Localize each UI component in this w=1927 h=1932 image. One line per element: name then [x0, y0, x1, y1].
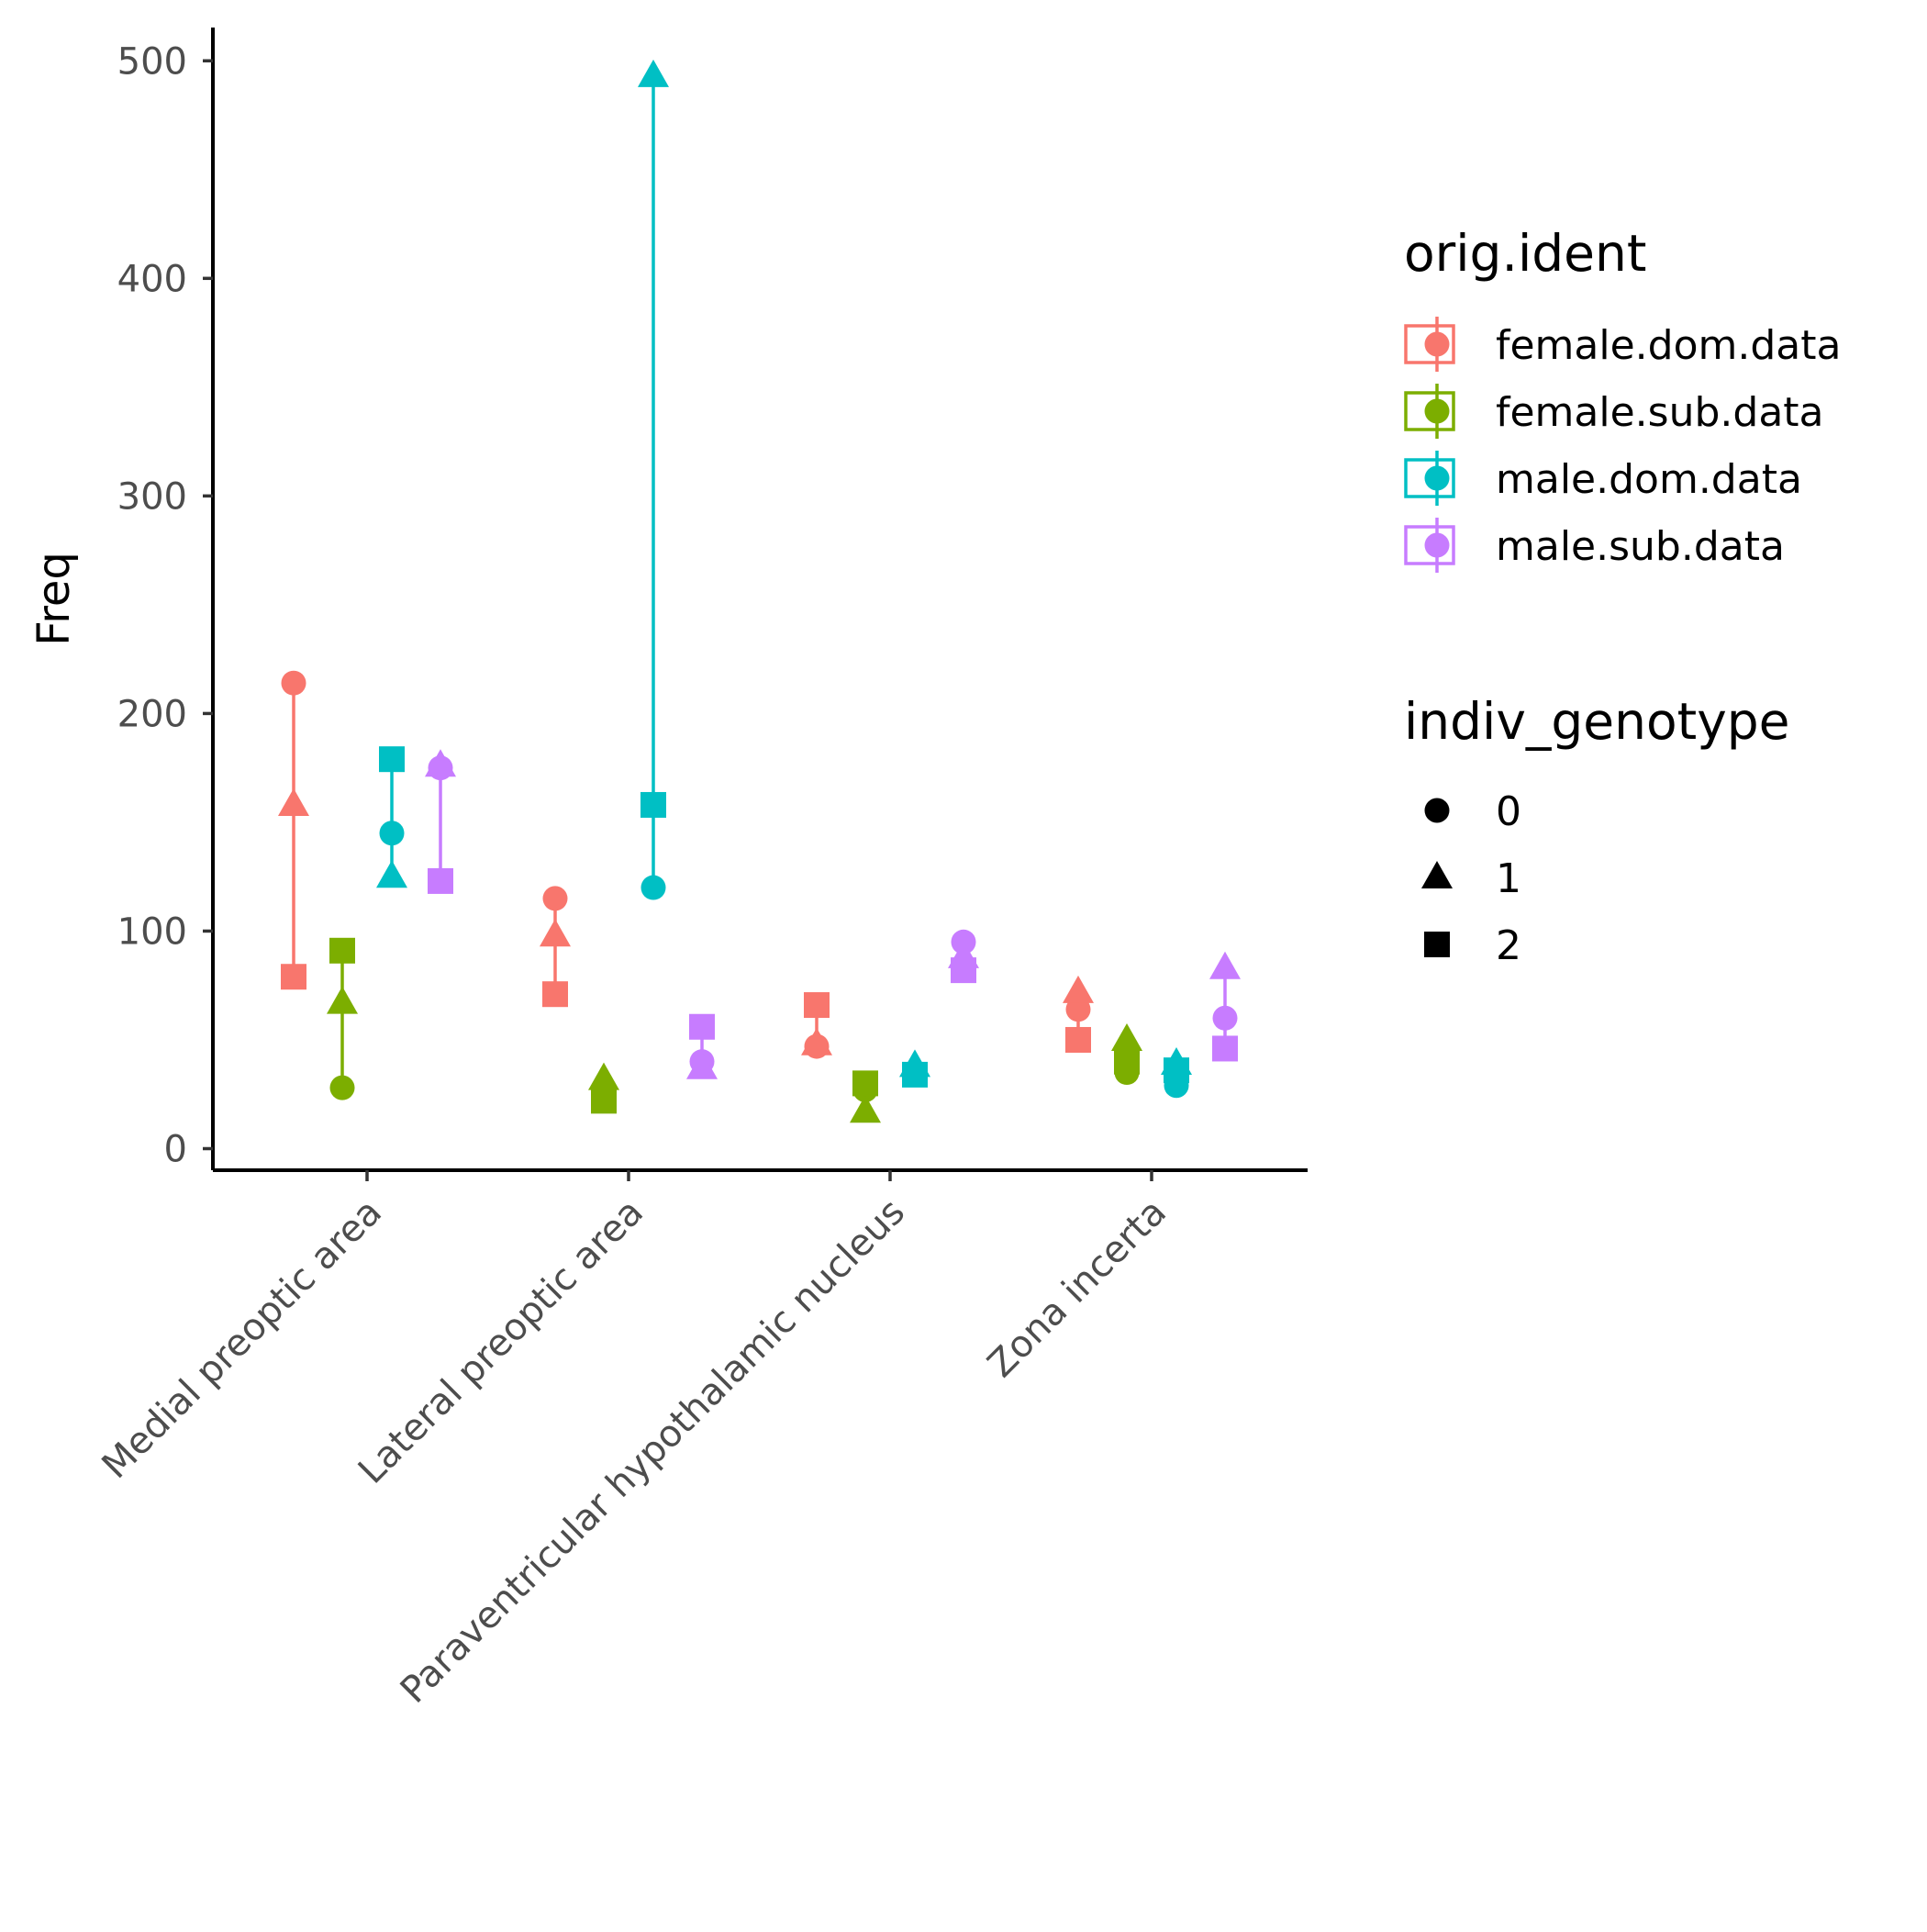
legend-label: female.sub.data	[1496, 389, 1824, 436]
point-triangle	[278, 787, 309, 816]
point-square	[591, 1088, 617, 1114]
point-square	[542, 981, 568, 1008]
point-square	[1114, 1048, 1140, 1075]
point-circle	[329, 1075, 355, 1100]
legend-label: male.dom.data	[1496, 456, 1802, 503]
point-circle	[1065, 997, 1091, 1022]
color-legend-title: orig.ident	[1404, 224, 1646, 283]
legend-label: male.sub.data	[1496, 523, 1785, 570]
marks	[278, 59, 1241, 1123]
point-circle	[281, 670, 306, 696]
legend-key-box	[1404, 525, 1455, 565]
x-tick-label: Paraventricular hypothalamic nucleus	[393, 1191, 913, 1712]
point-triangle	[588, 1062, 619, 1090]
point-triangle	[425, 749, 456, 777]
point-circle	[640, 875, 666, 900]
point-circle	[542, 886, 568, 911]
point-square	[640, 791, 666, 818]
point-circle	[1212, 1005, 1238, 1031]
point-square	[281, 964, 306, 990]
point-triangle	[540, 919, 571, 947]
y-tick-label: 400	[117, 258, 187, 300]
legend-shape-square	[1424, 932, 1450, 957]
legend-label: 0	[1496, 788, 1521, 835]
legend-key-box	[1404, 391, 1455, 431]
legend-shape-triangle	[1421, 861, 1453, 888]
point-triangle	[327, 986, 358, 1014]
legend-key-circle	[1424, 331, 1450, 357]
legend-label: 1	[1496, 855, 1521, 902]
x-tick-label: Zona incerta	[980, 1191, 1175, 1386]
y-tick-label: 500	[117, 40, 187, 83]
y-tick-label: 0	[164, 1129, 187, 1171]
legend: orig.ident female.dom.data female.sub.data…	[1404, 224, 1841, 969]
point-square	[689, 1013, 715, 1040]
point-square	[1164, 1057, 1189, 1084]
point-triangle	[801, 1027, 832, 1055]
y-axis-title: Freq	[28, 552, 80, 646]
point-square	[1212, 1035, 1238, 1062]
point-square	[804, 992, 830, 1019]
point-triangle	[1111, 1022, 1142, 1051]
x-tick-label: Medial preoptic area	[95, 1191, 391, 1488]
point-square	[1065, 1026, 1091, 1053]
legend-key-circle	[1424, 532, 1450, 558]
y-tick-label: 200	[117, 693, 187, 735]
y-tick-label: 100	[117, 910, 187, 953]
legend-key-box	[1404, 458, 1455, 498]
legend-shape-circle	[1424, 798, 1450, 823]
legend-key-circle	[1424, 465, 1450, 491]
point-triangle	[686, 1051, 718, 1079]
axes: 0 100 200 300 400 500 Freq Medial preoptic area…	[28, 28, 1308, 1712]
point-triangle	[376, 860, 407, 888]
legend-label: female.dom.data	[1496, 322, 1841, 369]
point-triangle	[638, 59, 669, 87]
point-circle	[379, 821, 405, 846]
point-square	[852, 1070, 878, 1097]
legend-key-circle	[1424, 398, 1450, 424]
point-square	[379, 746, 405, 773]
point-square	[951, 957, 976, 984]
point-triangle	[850, 1095, 881, 1123]
point-square	[902, 1061, 928, 1088]
legend-label: 2	[1496, 922, 1521, 969]
shape-legend-title: indiv_genotype	[1404, 692, 1790, 751]
point-square	[428, 867, 453, 894]
point-triangle	[1063, 975, 1094, 1003]
y-tick-label: 300	[117, 475, 187, 518]
legend-key-box	[1404, 324, 1455, 364]
x-tick-label: Lateral preoptic area	[351, 1191, 652, 1492]
point-square	[329, 937, 355, 964]
point-triangle	[1209, 951, 1241, 979]
